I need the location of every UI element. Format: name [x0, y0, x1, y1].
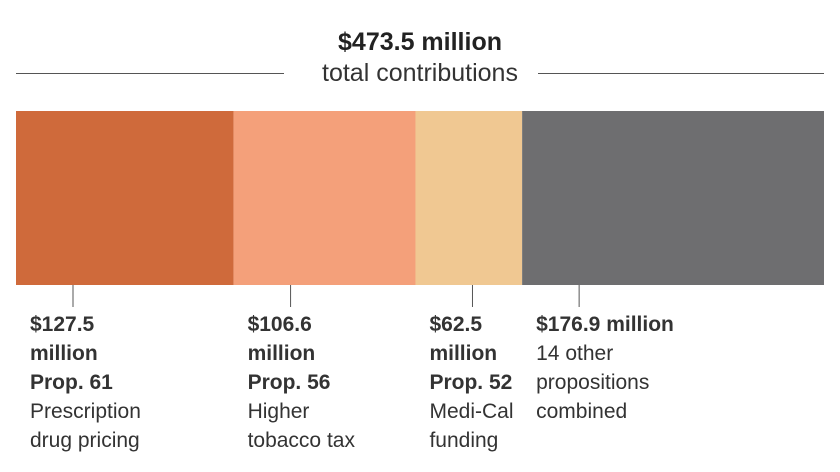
subtitle-row: total contributions [16, 58, 824, 88]
segment-unit: million [429, 342, 498, 365]
segment-desc-line: 14 other [536, 342, 614, 365]
total-contributions-amount: $473.5 million [338, 28, 502, 56]
segment-desc-line: drug pricing [30, 429, 140, 452]
segment-desc-line: propositions [536, 371, 650, 394]
bar-segment-0 [16, 111, 234, 285]
segment-label-0: $127.5 million Prop. 61 Prescription dru… [30, 310, 141, 455]
bar-segment-1 [233, 111, 416, 285]
segment-prop: Prop. 61 [30, 371, 113, 394]
segment-desc-line: Higher [247, 400, 310, 423]
segment-value: $176.9 million [536, 313, 674, 336]
subtitle-rule-left [16, 73, 284, 74]
chart-header: $473.5 million [0, 26, 840, 58]
segment-unit: million [30, 342, 98, 365]
segment-prop: Prop. 56 [247, 371, 331, 394]
subtitle-text: total contributions [322, 59, 518, 87]
segment-desc-line: combined [536, 400, 628, 423]
segment-desc-line: Medi-Cal [429, 400, 514, 423]
segment-desc-line: tobacco tax [247, 429, 355, 452]
segment-desc-line: funding [429, 429, 499, 452]
segment-label-2: $62.5 million Prop. 52 Medi-Cal funding [429, 310, 513, 455]
segment-label-1: $106.6 million Prop. 56 Higher tobacco t… [248, 310, 355, 455]
segment-value: $62.5 [429, 313, 483, 336]
bar-segment-2 [415, 111, 523, 285]
segment-unit: million [247, 342, 316, 365]
segment-prop: Prop. 52 [429, 371, 513, 394]
subtitle-rule-right [538, 73, 824, 74]
segment-label-3: $176.9 million 14 other propositions com… [536, 310, 674, 426]
segment-desc-line: Prescription [30, 400, 141, 423]
segment-value: $127.5 [30, 313, 95, 336]
bar-segment-3 [522, 111, 824, 285]
segment-value: $106.6 [247, 313, 312, 336]
